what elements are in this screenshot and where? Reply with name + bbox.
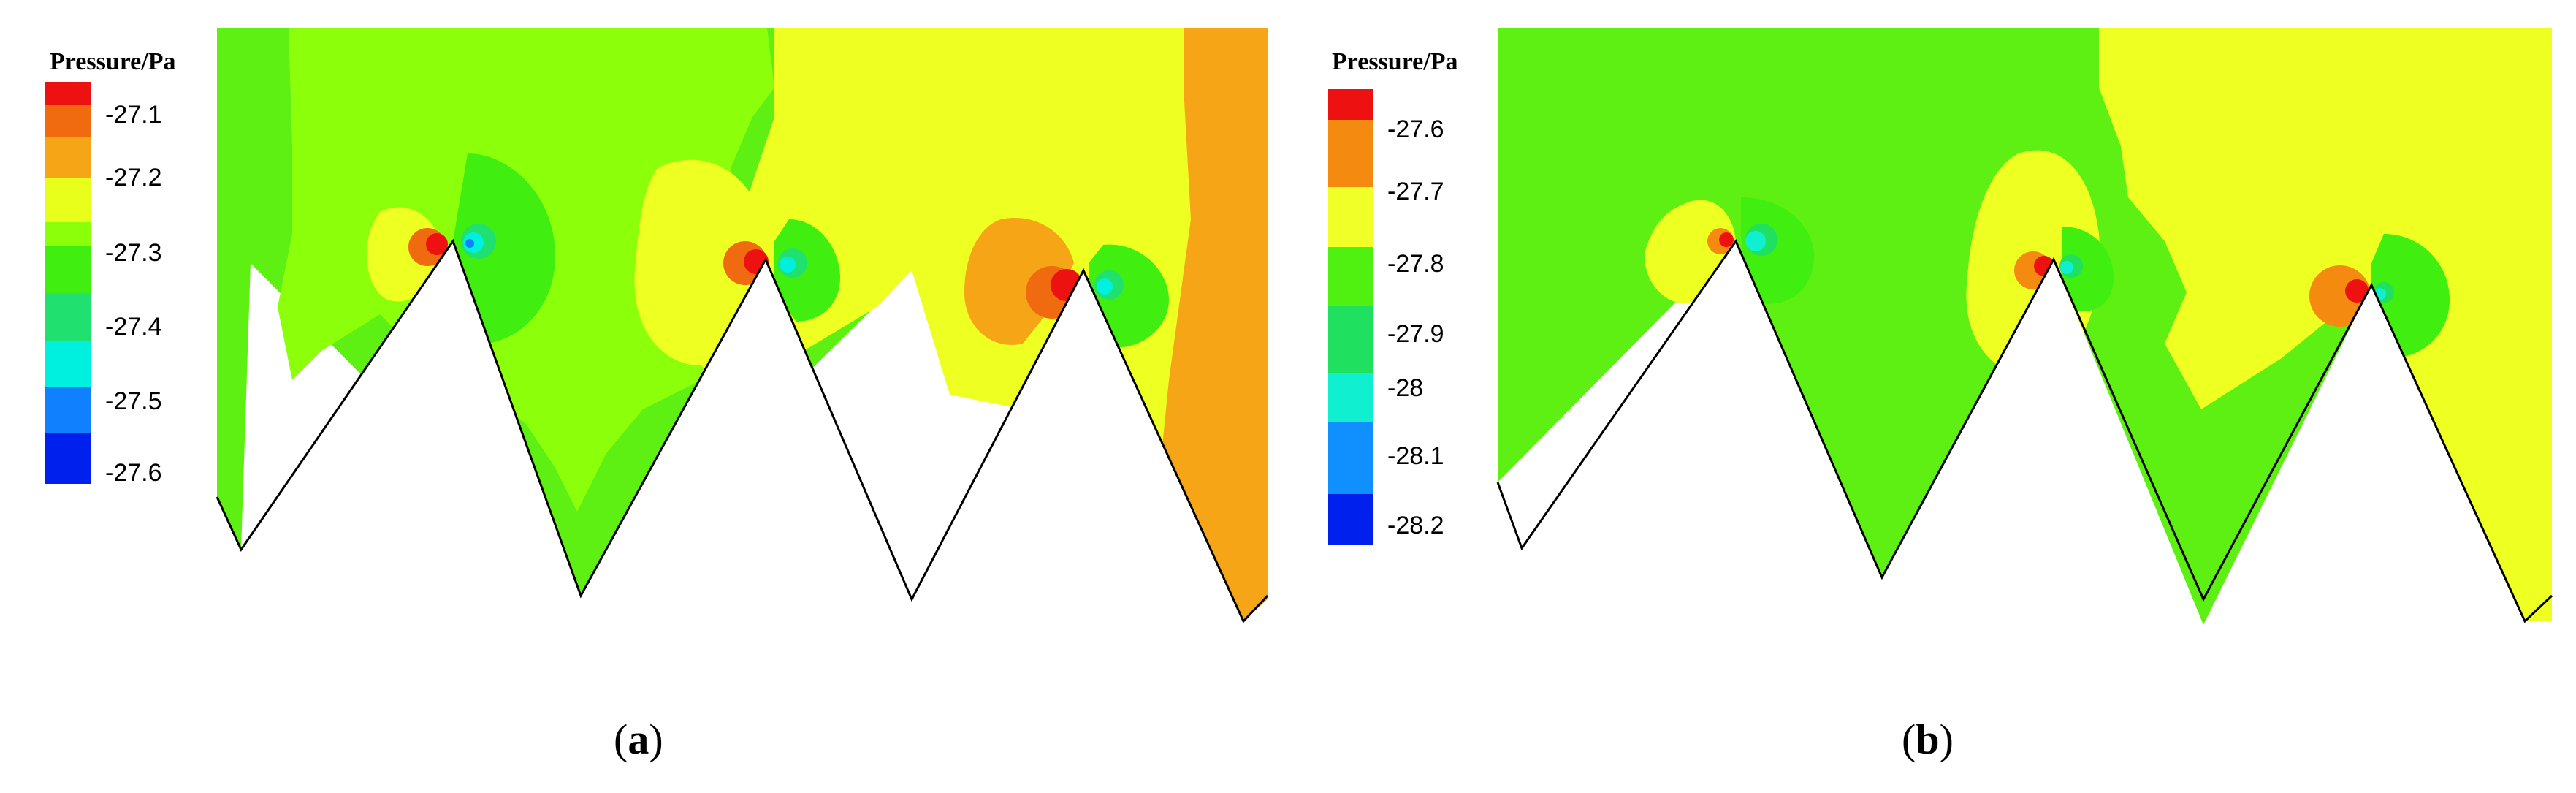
legend-label: -27.1 (105, 101, 162, 129)
legend-swatch (1328, 247, 1373, 306)
legend-swatch (45, 433, 91, 484)
legend-swatch (1328, 306, 1373, 373)
legend-swatch (45, 137, 91, 178)
blade-cutout (1083, 270, 1268, 658)
contour-region-green (1089, 244, 1169, 348)
legend-label: -27.5 (105, 387, 162, 415)
high-pressure-spot (426, 233, 448, 255)
legend-swatch (45, 341, 91, 387)
legend-label: -27.6 (105, 459, 162, 487)
serrated-edge-outline (216, 238, 1269, 623)
legend-swatch (45, 222, 91, 246)
legend-label: -27.8 (1387, 250, 1444, 278)
pressure-contour-field (1496, 28, 2553, 658)
legend-swatch (45, 293, 91, 341)
blade-cutout (1498, 241, 1736, 658)
contour-region-yellow (672, 28, 1243, 621)
legend-swatch (1328, 422, 1373, 494)
blade-cutout (2371, 285, 2552, 658)
contour-region-green (453, 153, 555, 344)
legend-swatch (1328, 187, 1373, 247)
low-pressure-spot (465, 239, 474, 248)
panel-b: Pressure/Pa -27.6 -27.7 -27.8 -27.9 -28 … (1288, 0, 2576, 793)
contour-region-green (2062, 227, 2114, 311)
caption-letter: a (628, 716, 649, 763)
legend-label: -28.1 (1387, 442, 1444, 470)
legend-label: -27.6 (1387, 115, 1444, 143)
legend-label: -27.4 (105, 313, 162, 341)
high-pressure-spot (2345, 279, 2369, 303)
blade-cutout (1736, 241, 2054, 658)
low-pressure-spot (780, 257, 796, 273)
blade-cutout (766, 259, 1083, 658)
legend-swatch (45, 82, 91, 105)
legend-label: -27.3 (105, 239, 162, 267)
legend-title: Pressure/Pa (50, 48, 176, 75)
legend-title: Pressure/Pa (1332, 48, 1458, 75)
legend-swatch (45, 246, 91, 293)
pressure-contour-field (216, 28, 1269, 658)
legend-swatch (1328, 89, 1373, 120)
caption-a: (a) (614, 716, 663, 763)
legend-label: -27.7 (1387, 178, 1444, 205)
legend-label: -27.9 (1387, 320, 1444, 348)
legend-swatch (45, 178, 91, 222)
legend-swatch (1328, 494, 1373, 545)
legend-label: -28 (1387, 374, 1424, 402)
low-pressure-spot (1097, 278, 1113, 295)
low-pressure-spot (2060, 261, 2073, 274)
blade-cutout (2054, 259, 2371, 658)
serrated-edge-outline (1496, 238, 2553, 623)
contour-region-green (774, 219, 840, 322)
low-pressure-spot (1745, 231, 1766, 251)
contour-region-yellow (1645, 200, 1736, 303)
legend-swatch (1328, 120, 1373, 187)
contour-region-yellow (2099, 28, 2552, 621)
caption-b: (b) (1902, 716, 1954, 763)
blade-cutout (217, 241, 453, 658)
legend-swatch (45, 387, 91, 433)
legend-label: -27.2 (105, 164, 162, 191)
contour-region-orange (1154, 28, 1268, 621)
high-pressure-spot (1719, 232, 1734, 247)
blade-cutout (453, 241, 766, 658)
panel-a: Pressure/Pa -27.1 -27.2 -27.3 -27.4 -27.… (45, 28, 1269, 763)
legend-swatch (1328, 373, 1373, 422)
legend-swatch (45, 105, 91, 137)
caption-letter: b (1916, 716, 1940, 763)
legend-label: -28.2 (1387, 512, 1444, 539)
